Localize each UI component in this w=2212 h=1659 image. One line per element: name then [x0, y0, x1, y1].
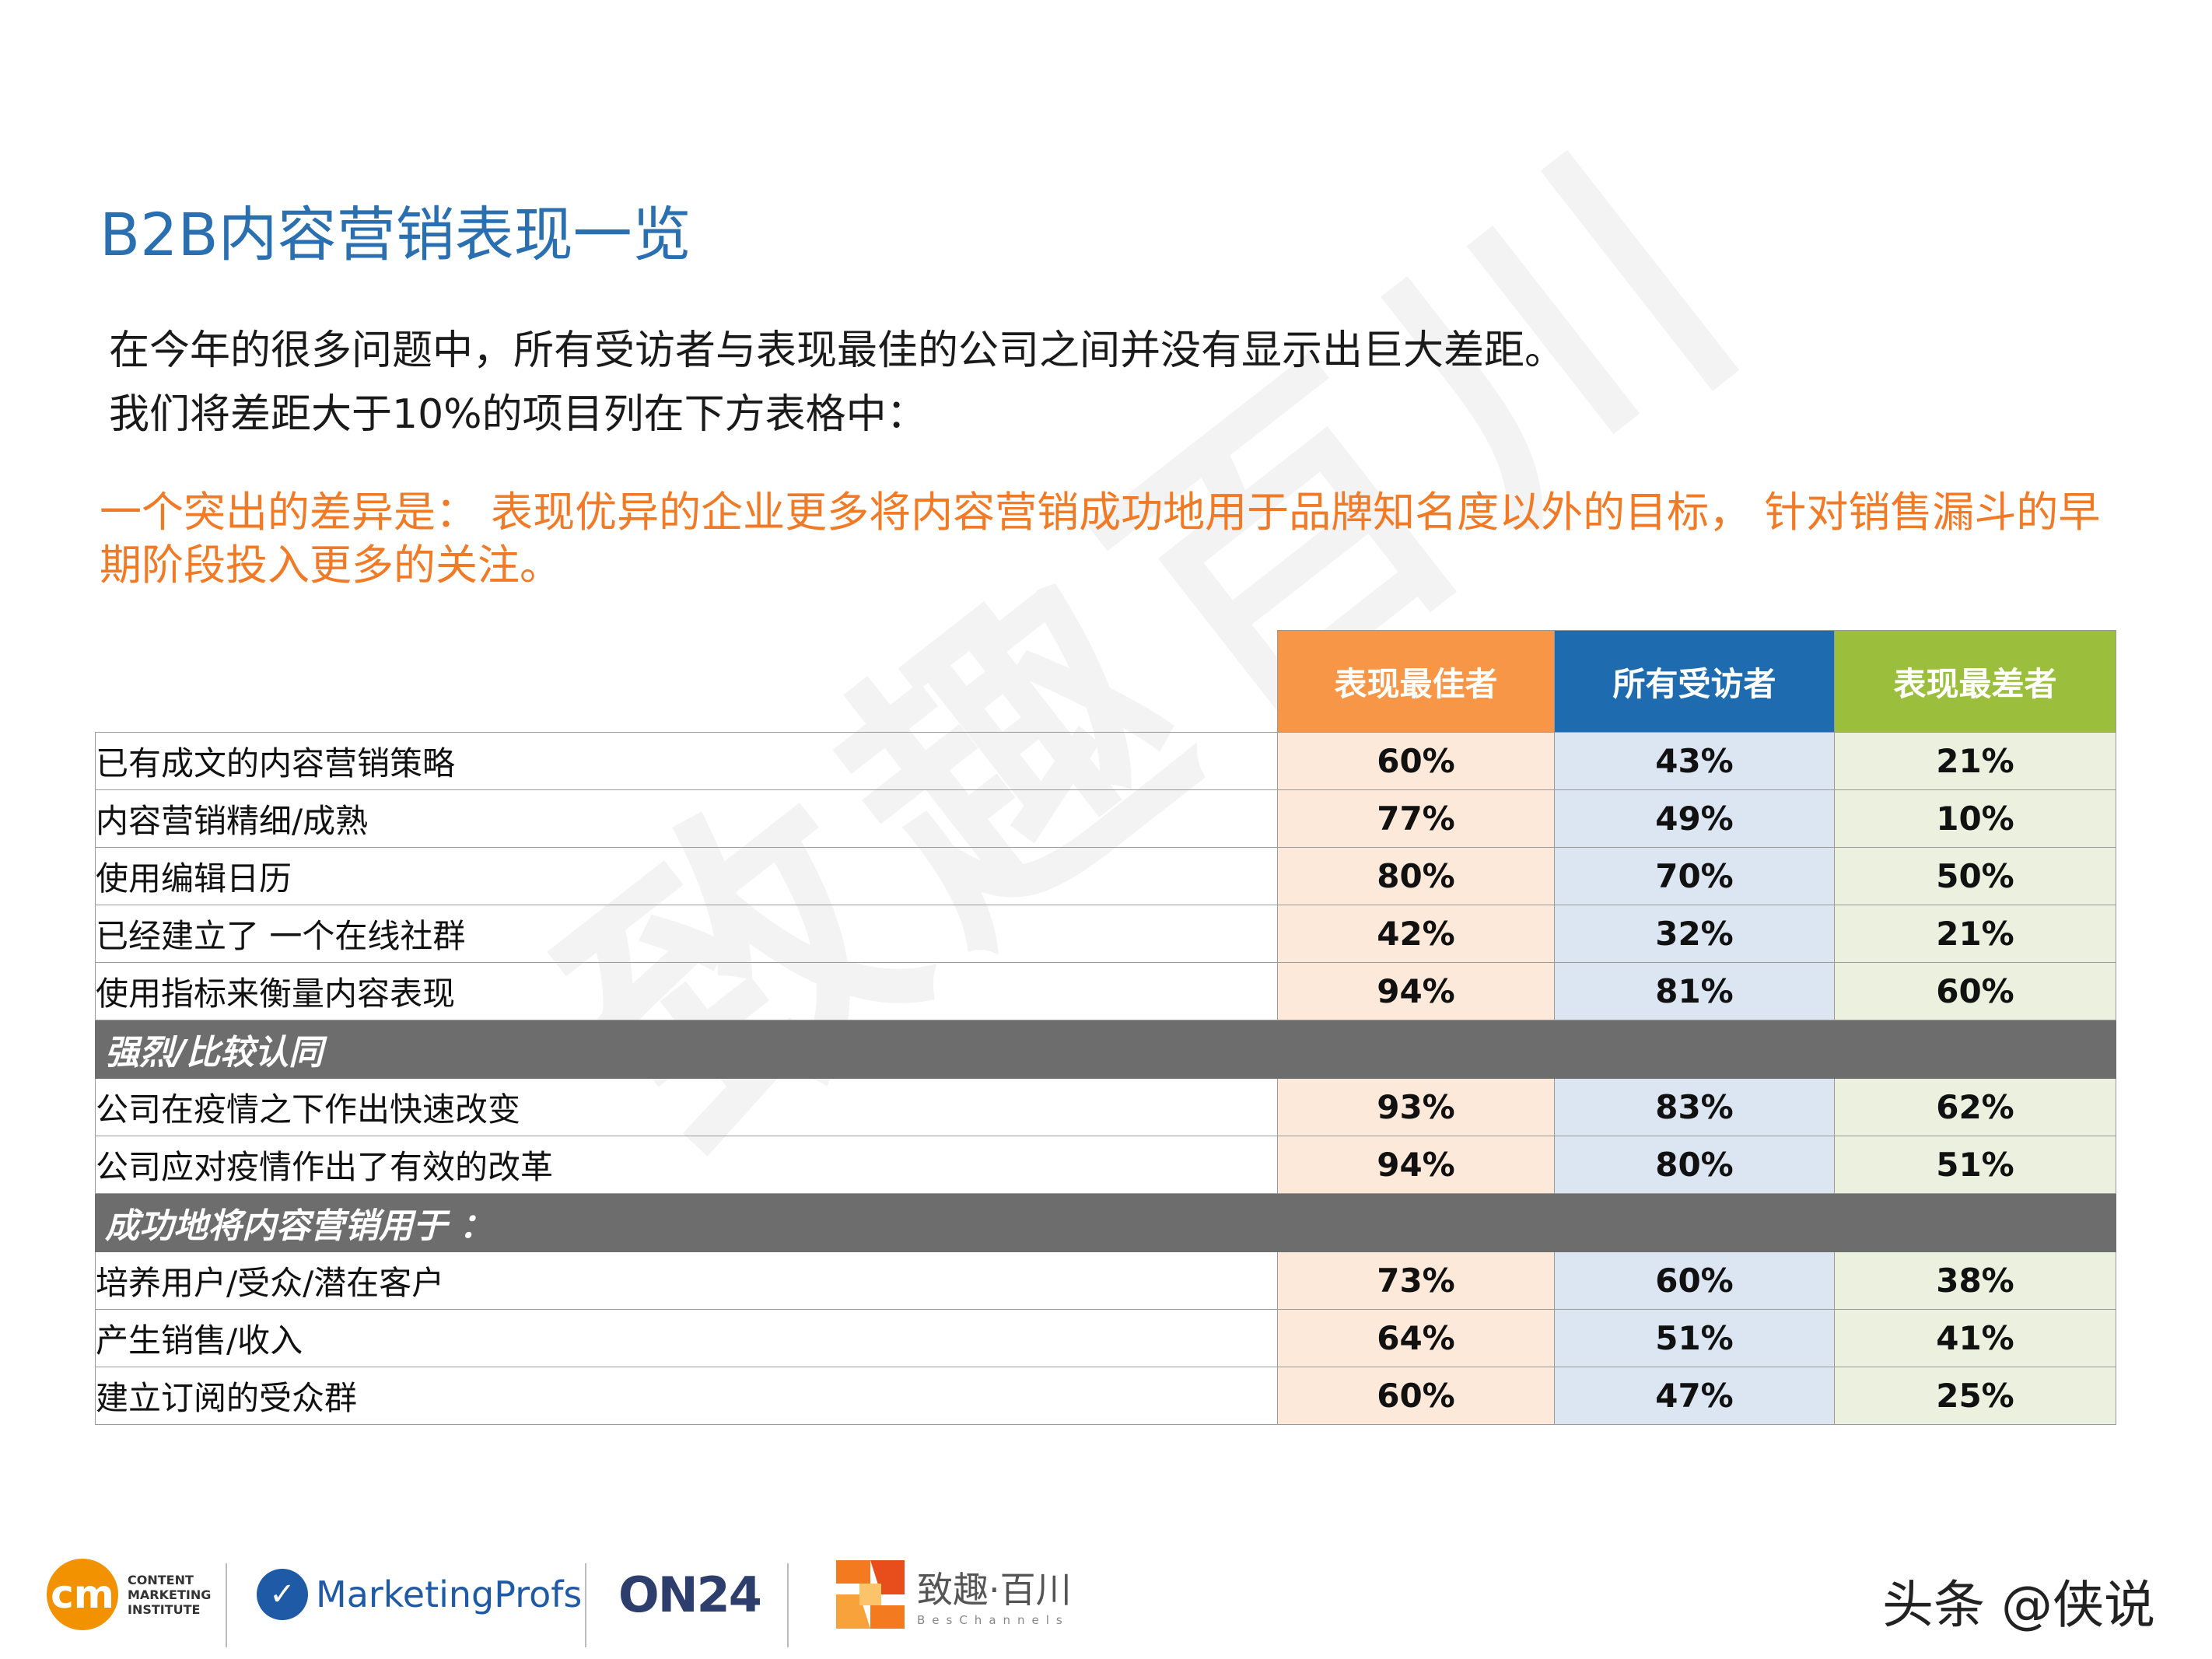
value-all: 81% — [1554, 962, 1835, 1020]
value-best: 93% — [1277, 1078, 1555, 1136]
value-worst: 38% — [1834, 1251, 2116, 1310]
value-best: 64% — [1277, 1309, 1555, 1367]
value-all: 47% — [1554, 1367, 1835, 1425]
row-label: 使用编辑日历 — [95, 847, 1278, 905]
beschannels-icon — [836, 1560, 905, 1629]
cmi-logo-mark: cm — [47, 1559, 118, 1630]
table-row: 公司应对疫情作出了有效的改革 94% 80% 51% — [95, 1136, 2116, 1194]
performance-table: 表现最佳者 所有受访者 表现最差者 已有成文的内容营销策略 60% 43% 21% 内容… — [95, 630, 2116, 1425]
value-best: 80% — [1277, 847, 1555, 905]
value-worst: 41% — [1834, 1309, 2116, 1367]
header-blank — [96, 631, 1278, 733]
row-label: 已有成文的内容营销策略 — [95, 732, 1278, 790]
table-row: 建立订阅的受众群 60% 47% 25% — [95, 1367, 2116, 1425]
row-label: 使用指标来衡量内容表现 — [95, 962, 1278, 1020]
toutiao-watermark: 头条 @侠说 — [1882, 1575, 2155, 1635]
value-all: 32% — [1554, 905, 1835, 963]
table-row: 内容营销精细/成熟 77% 49% 10% — [95, 789, 2116, 848]
row-label: 培养用户/受众/潜在客户 — [95, 1251, 1278, 1310]
cmi-logo-text: CONTENT MARKETING INSTITUTE — [128, 1573, 211, 1617]
intro-line-1: 在今年的很多问题中，所有受访者与表现最佳的公司之间并没有显示出巨大差距。 — [109, 327, 1566, 374]
value-all: 43% — [1554, 732, 1835, 790]
table-row: 培养用户/受众/潜在客户 73% 60% 38% — [95, 1251, 2116, 1310]
header-all-respondents: 所有受访者 — [1554, 630, 1835, 733]
table-body: 已有成文的内容营销策略 60% 43% 21% 内容营销精细/成熟 77% 49% 10% 使用… — [95, 732, 2116, 1425]
row-label: 产生销售/收入 — [95, 1309, 1278, 1367]
value-all: 49% — [1554, 789, 1835, 848]
intro-line-2: 我们将差距大于10%的项目列在下方表格中： — [109, 391, 927, 438]
value-best: 77% — [1277, 789, 1555, 848]
row-label: 建立订阅的受众群 — [95, 1367, 1278, 1425]
section-label: 强烈/比较认同 — [95, 1020, 2116, 1079]
table-row: 使用编辑日历 80% 70% 50% — [95, 847, 2116, 905]
value-worst: 62% — [1834, 1078, 2116, 1136]
cmi-text-line-1: CONTENT — [128, 1572, 194, 1587]
section-used-content-for: 成功地将内容营销用于 ： — [95, 1193, 2116, 1252]
value-all: 83% — [1554, 1078, 1835, 1136]
value-worst: 21% — [1834, 905, 2116, 963]
marketingprofs-text: MarketingProfs — [316, 1573, 583, 1615]
section-strongly-agree: 强烈/比较认同 — [95, 1020, 2116, 1079]
value-worst: 21% — [1834, 732, 2116, 790]
row-label: 公司应对疫情作出了有效的改革 — [95, 1136, 1278, 1194]
cmi-text-line-3: INSTITUTE — [128, 1601, 201, 1617]
value-best: 60% — [1277, 732, 1555, 790]
row-label: 内容营销精细/成熟 — [95, 789, 1278, 848]
marketingprofs-logo: ✓ MarketingProfs — [257, 1544, 582, 1645]
intro-text: 在今年的很多问题中，所有受访者与表现最佳的公司之间并没有显示出巨大差距。 我们将… — [109, 319, 1565, 446]
cmi-logo: cm CONTENT MARKETING INSTITUTE — [47, 1544, 211, 1645]
footer-divider-1 — [226, 1563, 227, 1647]
row-label: 已经建立了 一个在线社群 — [95, 905, 1278, 963]
table-header-row: 表现最佳者 所有受访者 表现最差者 — [96, 630, 2116, 733]
footer: cm CONTENT MARKETING INSTITUTE ✓ Marketi… — [0, 1544, 2212, 1645]
section-label: 成功地将内容营销用于 ： — [95, 1193, 2116, 1252]
beschannels-en: BesChannels — [917, 1613, 1069, 1627]
value-all: 70% — [1554, 847, 1835, 905]
beschannels-text: 致趣·百川 BesChannels — [917, 1562, 1072, 1627]
value-all: 51% — [1554, 1309, 1835, 1367]
table-row: 产生销售/收入 64% 51% 41% — [95, 1309, 2116, 1367]
row-label: 公司在疫情之下作出快速改变 — [95, 1078, 1278, 1136]
value-all: 60% — [1554, 1251, 1835, 1310]
beschannels-logo: 致趣·百川 BesChannels — [836, 1544, 1072, 1645]
highlight-text: 一个突出的差异是： 表现优异的企业更多将内容营销成功地用于品牌知名度以外的目标，… — [100, 488, 2101, 590]
value-worst: 51% — [1834, 1136, 2116, 1194]
value-best: 94% — [1277, 962, 1555, 1020]
beschannels-cn: 致趣·百川 — [917, 1569, 1072, 1611]
table-row: 已有成文的内容营销策略 60% 43% 21% — [95, 732, 2116, 790]
footer-divider-3 — [787, 1563, 789, 1647]
on24-text: ON24 — [618, 1566, 762, 1623]
value-best: 42% — [1277, 905, 1555, 963]
header-best-performers: 表现最佳者 — [1277, 630, 1555, 733]
value-best: 94% — [1277, 1136, 1555, 1194]
marketingprofs-icon: ✓ — [257, 1569, 308, 1620]
table-row: 已经建立了 一个在线社群 42% 32% 21% — [95, 905, 2116, 963]
value-worst: 60% — [1834, 962, 2116, 1020]
table-row: 公司在疫情之下作出快速改变 93% 83% 62% — [95, 1078, 2116, 1136]
on24-logo: ON24 — [618, 1544, 762, 1645]
value-worst: 10% — [1834, 789, 2116, 848]
value-all: 80% — [1554, 1136, 1835, 1194]
cmi-text-line-2: MARKETING — [128, 1587, 212, 1602]
value-best: 73% — [1277, 1251, 1555, 1310]
header-least-performers: 表现最差者 — [1834, 630, 2116, 733]
value-worst: 50% — [1834, 847, 2116, 905]
value-worst: 25% — [1834, 1367, 2116, 1425]
page-title: B2B内容营销表现一览 — [100, 200, 691, 269]
footer-divider-2 — [585, 1563, 586, 1647]
table-row: 使用指标来衡量内容表现 94% 81% 60% — [95, 962, 2116, 1020]
value-best: 60% — [1277, 1367, 1555, 1425]
